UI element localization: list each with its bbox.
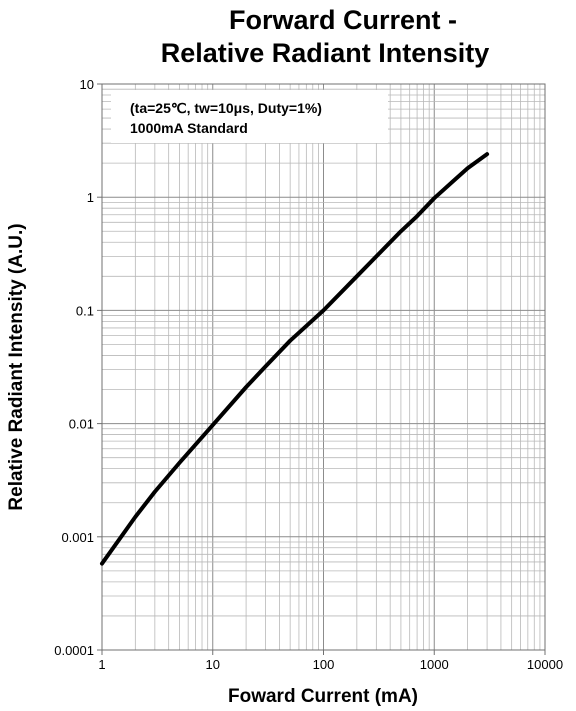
y-axis-label: Relative Radiant Intensity (A.U.) (6, 223, 27, 510)
annotation-background (111, 90, 388, 143)
y-tick-label: 0.01 (69, 417, 94, 432)
chart-title-line-2: Relative Radiant Intensity (161, 38, 490, 68)
x-tick-label: 10 (206, 657, 220, 672)
standard-note: 1000mA Standard (130, 120, 248, 136)
condition-note: (ta=25℃, tw=10μs, Duty=1%) (130, 100, 322, 116)
y-tick-label: 0.001 (61, 530, 94, 545)
y-tick-label: 0.1 (76, 303, 94, 318)
x-tick-label: 1 (98, 657, 105, 672)
x-axis-label: Foward Current (mA) (228, 686, 418, 707)
x-tick-label: 10000 (527, 657, 563, 672)
tick-labels: 1 10 100 1000 10000 0.0001 0.001 0.01 0.1 1 10 (54, 77, 563, 672)
y-tick-label: 10 (80, 77, 94, 92)
y-tick-label: 0.0001 (54, 643, 94, 658)
chart-title-line-1: Forward Current - (229, 5, 457, 35)
x-tick-label: 100 (313, 657, 335, 672)
grid-lines (101, 84, 545, 651)
series-lines (100, 152, 490, 566)
series-line (100, 152, 490, 566)
y-tick-label: 1 (87, 190, 94, 205)
test-conditions-annotation: (ta=25℃, tw=10μs, Duty=1%) 1000mA Standa… (111, 90, 388, 143)
x-tick-label: 1000 (420, 657, 449, 672)
chart-title: Forward Current - Relative Radiant Inten… (161, 5, 490, 68)
